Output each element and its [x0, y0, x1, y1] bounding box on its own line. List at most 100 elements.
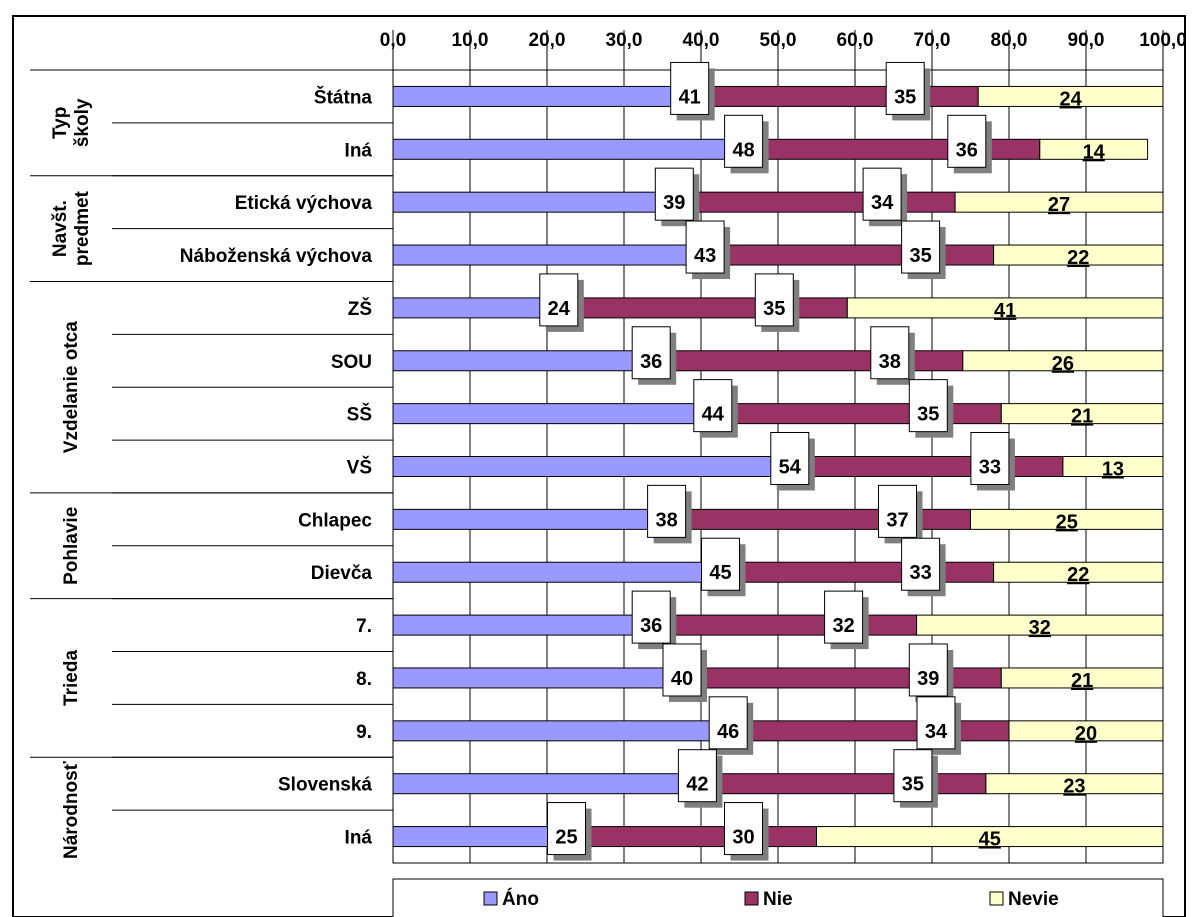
legend-box	[392, 878, 1164, 917]
bar-segment	[392, 773, 717, 795]
value-label: 32	[832, 615, 854, 637]
row-label: SŠ	[347, 404, 372, 426]
value-label-box	[631, 326, 671, 380]
value-label: 35	[902, 774, 924, 796]
group-label-line: Vzdelanie otca	[61, 321, 82, 453]
value-label: 38	[655, 509, 677, 531]
legend-swatch	[989, 891, 1004, 906]
bar-segment	[392, 244, 725, 266]
value-label-box	[654, 167, 694, 221]
bar-segment	[669, 614, 918, 636]
value-label: 41	[679, 86, 701, 108]
value-label: 33	[979, 457, 1001, 479]
bar-segment	[739, 561, 995, 583]
value-label-box	[916, 696, 956, 750]
value-label-box	[908, 643, 948, 697]
value-label-box	[670, 61, 710, 115]
value-label: 40	[671, 668, 693, 690]
row-label: Iná	[345, 828, 373, 849]
bar-segment	[577, 297, 848, 319]
group-label-line: Navšt.	[50, 200, 71, 257]
group-label-line: Pohlavie	[61, 507, 82, 585]
value-label: 27	[1048, 194, 1070, 216]
bar-segment	[731, 403, 1002, 425]
legend-label: Áno	[502, 888, 539, 910]
value-label: 24	[1059, 88, 1082, 110]
group-label-line: školy	[72, 98, 93, 147]
value-label: 46	[717, 721, 739, 743]
row-label: SOU	[331, 352, 372, 373]
value-label: 30	[732, 827, 754, 849]
value-label: 35	[909, 245, 931, 267]
bar-segment	[1039, 138, 1149, 160]
bar-segment	[993, 561, 1164, 583]
legend: Áno Nie Nevie	[392, 878, 1164, 917]
value-label: 41	[994, 300, 1016, 322]
value-label: 39	[663, 192, 685, 214]
x-tick-label: 60,0	[837, 30, 874, 51]
group-label: Pohlavie	[61, 507, 82, 585]
value-label: 35	[894, 86, 916, 108]
value-label: 34	[925, 721, 948, 743]
value-label: 32	[1029, 617, 1051, 639]
value-label-box	[724, 114, 764, 168]
value-label: 39	[917, 668, 939, 690]
value-label-box	[754, 273, 794, 327]
bar-segment	[585, 826, 817, 848]
value-label: 34	[871, 192, 894, 214]
bar-segment	[1000, 667, 1164, 689]
bar-segment	[708, 85, 979, 107]
row-label: Etická výchova	[235, 193, 373, 214]
value-label: 38	[879, 351, 901, 373]
bar-segment	[392, 191, 694, 213]
x-tick-label: 20,0	[529, 30, 566, 51]
row-labels: Štátna Iná Etická výchova Náboženská výchov…	[180, 86, 373, 848]
bar-segment	[392, 138, 764, 160]
row-label: Slovenská	[278, 775, 372, 796]
row-label: 8.	[356, 669, 372, 690]
row-label: Iná	[345, 140, 373, 161]
value-label: 21	[1071, 406, 1093, 428]
legend-swatch	[744, 891, 759, 906]
bar-segment	[715, 773, 987, 795]
bar-segment	[985, 773, 1164, 795]
row-label: Chlapec	[298, 510, 372, 531]
value-label: 54	[779, 457, 802, 479]
value-label: 48	[732, 139, 754, 161]
value-label: 35	[763, 298, 785, 320]
bar-segment	[816, 826, 1164, 848]
bar-segment	[1008, 720, 1164, 742]
legend-swatch	[483, 891, 498, 906]
x-tick-label: 50,0	[760, 30, 797, 51]
x-tick-label: 70,0	[914, 30, 951, 51]
group-label-line: predmet	[72, 190, 93, 266]
bar-segment	[962, 350, 1164, 372]
value-label-box	[901, 537, 941, 591]
value-label: 44	[702, 404, 725, 426]
value-label: 36	[640, 351, 662, 373]
bar-segment	[1000, 403, 1164, 425]
value-label: 20	[1075, 723, 1097, 745]
value-label-box	[647, 484, 687, 538]
value-label-box	[662, 643, 702, 697]
value-label: 22	[1067, 564, 1089, 586]
bar-segment	[977, 85, 1164, 107]
value-label-box	[539, 273, 579, 327]
bar-segment	[762, 138, 1041, 160]
value-label-box	[908, 379, 948, 433]
legend-label: Nie	[763, 889, 793, 910]
legend-label: Nevie	[1008, 889, 1059, 910]
bar-segment	[993, 244, 1164, 266]
row-label: VŠ	[347, 457, 372, 479]
group-label: Vzdelanie otca	[61, 321, 82, 453]
value-label-box	[724, 802, 763, 856]
bar-segment	[723, 244, 995, 266]
value-label: 13	[1102, 459, 1124, 481]
row-label: Štátna	[314, 86, 373, 108]
value-label: 22	[1067, 247, 1089, 269]
value-label-box	[870, 326, 910, 380]
value-label: 36	[640, 615, 662, 637]
value-label-box	[824, 590, 864, 644]
bar-segment	[954, 191, 1164, 213]
